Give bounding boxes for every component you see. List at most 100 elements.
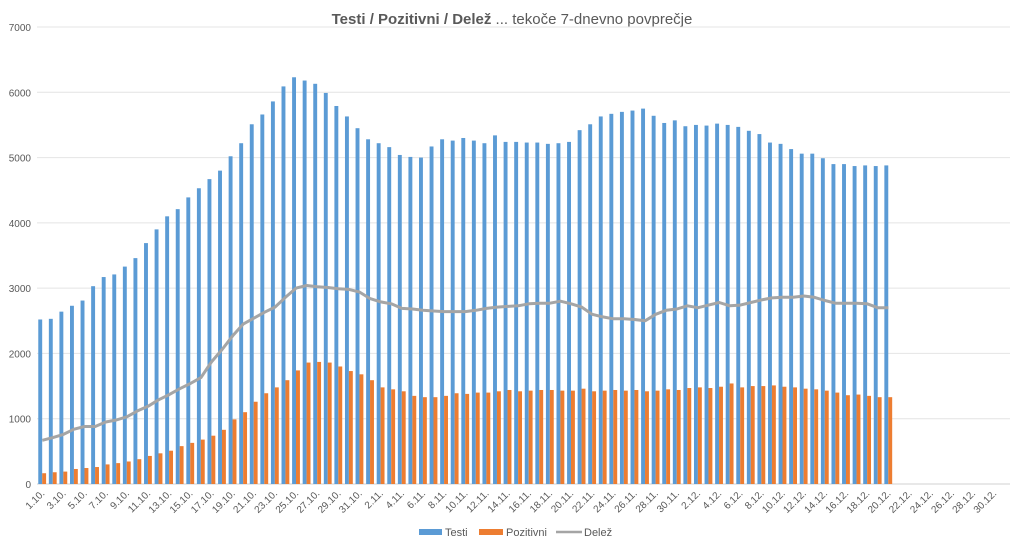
x-tick-label: 2.12. xyxy=(680,488,704,512)
bar-pozitivni xyxy=(73,468,78,484)
bar-testi xyxy=(842,164,846,484)
y-tick-label: 0 xyxy=(25,480,31,491)
x-tick-label: 4.11. xyxy=(384,488,407,511)
bar-pozitivni xyxy=(719,386,723,484)
bar-pozitivni xyxy=(496,391,501,484)
bar-pozitivni xyxy=(63,471,68,484)
x-tick-label: 4.12. xyxy=(701,488,725,512)
bar-testi xyxy=(567,141,571,484)
legend-label-pozitivni: Pozitivni xyxy=(506,527,547,539)
legend-item-delez[interactable]: Delež xyxy=(556,527,612,539)
bar-pozitivni xyxy=(179,446,184,484)
y-tick-label: 3000 xyxy=(9,284,32,295)
y-tick-label: 2000 xyxy=(9,349,32,360)
bar-testi xyxy=(609,113,614,484)
legend-label-delez: Delež xyxy=(584,527,612,539)
bar-testi xyxy=(260,114,265,485)
bar-testi xyxy=(281,86,286,484)
bar-testi xyxy=(863,165,868,485)
bar-pozitivni xyxy=(888,397,893,484)
x-tick-label: 3.10. xyxy=(45,488,69,512)
bar-testi xyxy=(80,300,85,484)
bar-pozitivni xyxy=(877,397,882,484)
bar-testi xyxy=(165,216,170,485)
bar-pozitivni xyxy=(391,389,396,484)
x-tick-label: 15.10. xyxy=(168,488,195,515)
bar-testi xyxy=(91,286,96,484)
bar-pozitivni xyxy=(243,412,248,484)
bar-pozitivni xyxy=(708,388,713,484)
x-tick-label: 16.11. xyxy=(507,488,534,515)
bar-testi xyxy=(789,149,794,484)
bar-testi xyxy=(38,319,43,484)
bar-testi xyxy=(852,166,857,484)
bar-testi xyxy=(144,243,148,484)
bar-pozitivni xyxy=(623,390,628,484)
bar-pozitivni xyxy=(380,387,385,484)
x-axis-ticks: 1.10.3.10.5.10.7.10.9.10.11.10.13.10.15.… xyxy=(24,488,999,515)
bar-testi xyxy=(69,305,74,484)
bar-pozitivni xyxy=(147,455,152,484)
bar-testi xyxy=(313,83,318,484)
bar-pozitivni xyxy=(687,388,692,484)
x-tick-label: 29.10. xyxy=(316,488,343,515)
x-tick-label: 5.10. xyxy=(66,488,90,512)
bar-pozitivni xyxy=(42,473,47,484)
x-tick-label: 24.11. xyxy=(592,488,619,515)
bar-pozitivni xyxy=(52,472,57,484)
x-tick-label: 28.12. xyxy=(951,488,978,515)
x-tick-label: 18.11. xyxy=(528,488,555,515)
bar-testi xyxy=(672,120,677,484)
bar-testi xyxy=(387,147,392,484)
legend-item-pozitivni[interactable]: Pozitivni xyxy=(479,527,547,539)
bar-pozitivni xyxy=(782,386,787,484)
bar-testi xyxy=(429,146,434,485)
bar-pozitivni xyxy=(518,391,523,484)
x-tick-label: 10.12. xyxy=(760,488,787,515)
bar-testi xyxy=(746,130,751,484)
x-tick-label: 25.10. xyxy=(274,488,301,515)
legend-item-testi[interactable]: Testi xyxy=(419,527,468,539)
x-tick-label: 22.11. xyxy=(570,488,597,515)
bar-pozitivni xyxy=(676,389,681,484)
bar-pozitivni xyxy=(793,387,797,484)
bar-pozitivni xyxy=(729,383,734,484)
bar-pozitivni xyxy=(327,362,332,484)
bar-pozitivni xyxy=(370,380,374,484)
bar-testi xyxy=(556,143,561,485)
bar-testi xyxy=(884,165,889,485)
bar-pozitivni xyxy=(221,429,226,484)
bar-pozitivni xyxy=(507,389,512,484)
legend-label-testi: Testi xyxy=(445,527,468,539)
bar-pozitivni xyxy=(338,366,343,484)
x-tick-label: 7.10. xyxy=(87,488,111,512)
bar-pozitivni xyxy=(274,387,279,484)
line-series xyxy=(41,284,889,442)
bar-pozitivni xyxy=(570,390,575,484)
bar-testi xyxy=(820,158,825,484)
line-delez xyxy=(41,284,889,442)
bar-pozitivni xyxy=(116,463,121,484)
bar-testi xyxy=(154,229,159,484)
legend-swatch-pozitivni xyxy=(479,529,503,535)
bar-pozitivni xyxy=(158,453,163,484)
y-tick-label: 5000 xyxy=(9,154,32,165)
bar-pozitivni xyxy=(528,390,533,484)
bar-testi xyxy=(810,153,815,484)
y-tick-label: 4000 xyxy=(9,219,32,230)
bar-pozitivni xyxy=(835,392,840,484)
bar-testi xyxy=(482,143,487,485)
y-tick-label: 6000 xyxy=(9,88,32,99)
x-tick-label: 26.11. xyxy=(613,488,640,515)
legend-swatch-testi xyxy=(419,529,442,535)
bar-pozitivni xyxy=(317,361,322,484)
bar-testi xyxy=(514,141,519,484)
bar-pozitivni xyxy=(645,391,649,484)
bar-pozitivni xyxy=(771,385,776,484)
bar-pozitivni xyxy=(592,391,597,484)
bar-testi xyxy=(503,141,508,484)
bar-pozitivni xyxy=(422,397,427,484)
x-tick-label: 16.12. xyxy=(824,488,851,515)
bar-pozitivni xyxy=(613,389,618,484)
